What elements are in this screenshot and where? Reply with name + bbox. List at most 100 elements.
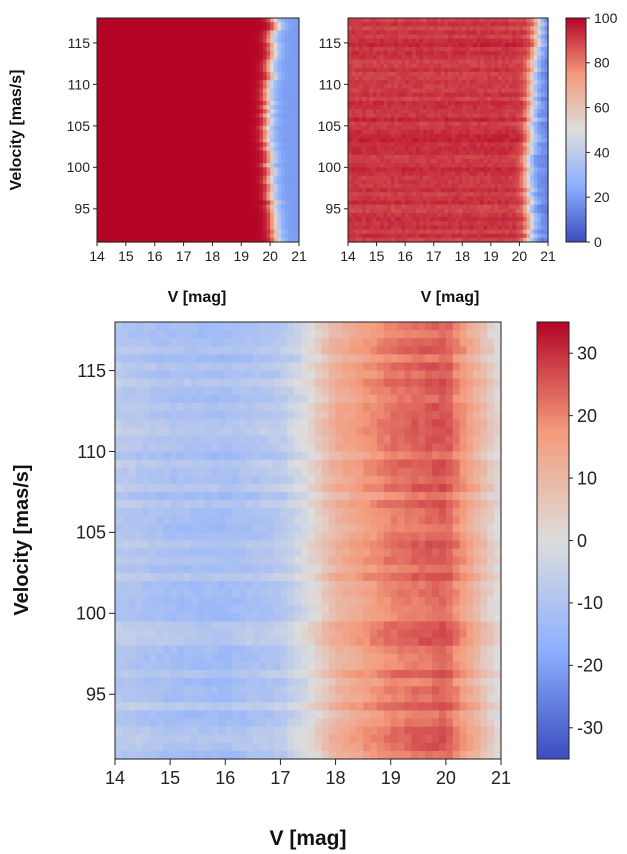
heatmap-cell [280, 183, 286, 189]
heatmap-cell [234, 183, 239, 189]
heatmap-cell [455, 88, 460, 94]
heatmap-cell [270, 96, 275, 102]
heatmap-cell [362, 146, 367, 152]
heatmap-cell [437, 63, 442, 69]
heatmap-cell [262, 171, 268, 177]
heatmap-cell [219, 188, 224, 193]
heatmap-cell [226, 183, 232, 189]
heatmap-cell [358, 105, 363, 110]
heatmap-cell [212, 134, 217, 139]
heatmap-cell [248, 138, 253, 144]
heatmap-cell [151, 30, 156, 36]
heatmap-cell [122, 150, 127, 156]
heatmap-cell [498, 146, 503, 152]
heatmap-cell [262, 117, 268, 123]
heatmap-cell [455, 30, 460, 36]
heatmap-cell [480, 71, 485, 77]
heatmap-cell [277, 105, 282, 110]
heatmap-cell [201, 18, 206, 23]
heatmap-cell [129, 84, 134, 90]
heatmap-cell [398, 159, 403, 164]
heatmap-cell [248, 163, 253, 168]
heatmap-cell [219, 88, 224, 94]
heatmap-cell [241, 22, 246, 27]
heatmap-cell [473, 105, 478, 110]
heatmap-cell [494, 22, 499, 27]
heatmap-cell [143, 88, 149, 94]
heatmap-cell [462, 34, 467, 40]
heatmap-cell [143, 63, 149, 69]
heatmap-cell [259, 109, 264, 115]
heatmap-cell [512, 109, 517, 115]
heatmap-cell [537, 96, 542, 102]
heatmap-cell [212, 117, 217, 123]
heatmap-cell [415, 138, 421, 144]
heatmap-cell [280, 26, 286, 32]
heatmap-cell [194, 121, 199, 127]
heatmap-cell [147, 208, 152, 214]
heatmap-cell [194, 134, 199, 139]
heatmap-cell [383, 130, 388, 135]
heatmap-cell [147, 138, 152, 144]
heatmap-cell [183, 34, 188, 40]
heatmap-cell [183, 163, 188, 168]
heatmap-cell [104, 134, 109, 139]
heatmap-cell [187, 134, 192, 139]
heatmap-cell [140, 109, 145, 115]
heatmap-cell [508, 88, 513, 94]
heatmap-cell [440, 63, 446, 69]
heatmap-cell [255, 30, 260, 36]
heatmap-cell [451, 42, 456, 48]
heatmap-cell [444, 154, 449, 160]
heatmap-cell [172, 150, 177, 156]
heatmap-cell [501, 121, 506, 127]
heatmap-cell [190, 154, 195, 160]
heatmap-cell [241, 159, 246, 164]
heatmap-cell [295, 105, 300, 110]
heatmap-cell [380, 71, 385, 77]
heatmap-cell [451, 92, 456, 98]
heatmap-cell [143, 47, 149, 52]
heatmap-cell [165, 138, 170, 144]
heatmap-cell [501, 55, 506, 61]
heatmap-cell [244, 179, 250, 185]
heatmap-cell [544, 92, 549, 98]
heatmap-cell [125, 154, 131, 160]
heatmap-cell [270, 92, 275, 98]
heatmap-cell [369, 34, 374, 40]
heatmap-cell [219, 96, 224, 102]
heatmap-cell [252, 208, 257, 214]
heatmap-cell [262, 142, 268, 148]
heatmap-cell [194, 171, 199, 177]
heatmap-cell [401, 38, 406, 44]
heatmap-cell [248, 233, 253, 239]
heatmap-cell [380, 121, 385, 127]
heatmap-cell [394, 59, 399, 65]
heatmap-cell [147, 76, 152, 81]
heatmap-cell [133, 67, 138, 73]
heatmap-cell [115, 30, 120, 36]
heatmap-cell [270, 26, 275, 32]
heatmap-cell [107, 192, 113, 197]
heatmap-cell [380, 134, 385, 139]
heatmap-cell [111, 130, 116, 135]
heatmap-cell [125, 105, 131, 110]
heatmap-cell [544, 22, 549, 27]
heatmap-cell [237, 92, 242, 98]
heatmap-cell [136, 22, 141, 27]
heatmap-cell [270, 30, 275, 36]
heatmap-cell [151, 130, 156, 135]
heatmap-cell [133, 47, 138, 52]
heatmap-cell [430, 84, 435, 90]
heatmap-cell [262, 76, 268, 81]
heatmap-cell [107, 38, 113, 44]
heatmap-cell [483, 100, 488, 106]
heatmap-cell [252, 34, 257, 40]
heatmap-cell [476, 47, 481, 52]
heatmap-cell [501, 109, 506, 115]
heatmap-cell [234, 192, 239, 197]
heatmap-cell [288, 167, 293, 173]
heatmap-cell [277, 150, 282, 156]
heatmap-cell [451, 125, 456, 131]
heatmap-cell [216, 88, 221, 94]
